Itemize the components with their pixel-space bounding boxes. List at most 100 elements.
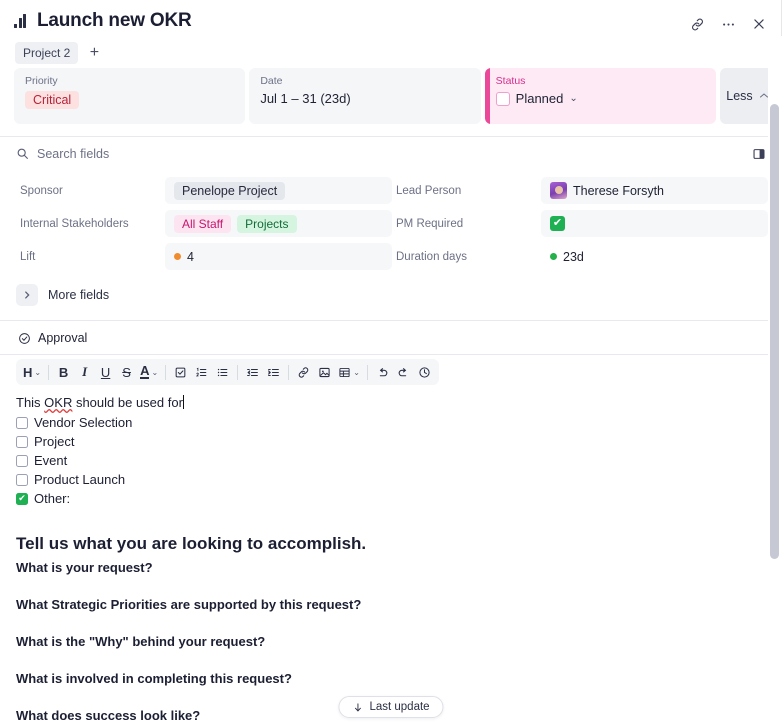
heading-label: H bbox=[23, 364, 33, 380]
search-input[interactable]: Search fields bbox=[16, 147, 748, 161]
pm-required-checkbox[interactable]: ✔ bbox=[550, 216, 565, 231]
chevron-down-icon[interactable]: ⌄ bbox=[569, 93, 578, 104]
chevron-right-icon bbox=[16, 284, 38, 306]
chevron-down-icon: ⌄ bbox=[34, 367, 42, 377]
checklist-label: Other: bbox=[34, 491, 71, 506]
tab-project-2[interactable]: Project 2 bbox=[15, 42, 79, 64]
collapse-summary-button[interactable]: Less bbox=[719, 68, 776, 124]
checklist-icon[interactable] bbox=[170, 361, 191, 383]
checklist-label: Project bbox=[34, 434, 75, 449]
header-divider bbox=[0, 136, 782, 137]
document-body[interactable]: This OKR should be used for Vendor Selec… bbox=[0, 385, 782, 723]
document-heading: Tell us what you are looking to accompli… bbox=[16, 534, 367, 553]
rich-text-editor: H ⌄ B I U S A ⌄ bbox=[0, 355, 782, 723]
indent-icon[interactable] bbox=[263, 361, 284, 383]
history-icon[interactable] bbox=[414, 361, 435, 383]
status-value: Planned bbox=[515, 91, 564, 106]
lift-value: 4 bbox=[187, 249, 194, 264]
checklist-item[interactable]: Vendor Selection bbox=[16, 413, 766, 432]
scrollbar-thumb[interactable] bbox=[770, 104, 779, 559]
priority-label: Priority bbox=[25, 75, 58, 87]
checklist-item[interactable]: Product Launch bbox=[16, 470, 766, 489]
field-label: PM Required bbox=[396, 217, 464, 230]
priority-value: Critical bbox=[25, 91, 234, 109]
underline-button[interactable]: U bbox=[95, 361, 116, 383]
summary-properties: Priority Critical Date Jul 1 – 31 (23d) … bbox=[0, 68, 782, 124]
undo-icon[interactable] bbox=[372, 361, 393, 383]
status-card[interactable]: Status Planned ⌄ bbox=[484, 68, 716, 124]
checkbox[interactable] bbox=[16, 435, 28, 448]
more-fields-button[interactable]: More fields bbox=[0, 273, 782, 306]
status-dot-orange-icon bbox=[174, 253, 181, 260]
field-value-lead-person[interactable]: Therese Forsyth bbox=[541, 177, 768, 204]
image-icon[interactable] bbox=[314, 361, 335, 383]
search-icon bbox=[17, 148, 28, 159]
text-color-button[interactable]: A ⌄ bbox=[137, 361, 161, 383]
approval-divider bbox=[0, 354, 782, 355]
last-update-button[interactable]: Last update bbox=[338, 696, 444, 718]
checkbox-checked[interactable]: ✔ bbox=[16, 492, 28, 505]
field-sponsor: Sponsor Penelope Project bbox=[16, 174, 392, 207]
document-question: What is your request? bbox=[16, 560, 153, 575]
checklist-label: Product Launch bbox=[34, 472, 126, 487]
sponsor-chip: Penelope Project bbox=[174, 181, 286, 200]
toolbar-group-indent bbox=[242, 361, 284, 383]
checklist-item[interactable]: Project bbox=[16, 432, 766, 451]
priority-chip: Critical bbox=[25, 91, 80, 109]
checklist-item[interactable]: Event bbox=[16, 451, 766, 470]
chevron-up-icon bbox=[759, 93, 768, 98]
field-value-pm-required[interactable]: ✔ bbox=[541, 210, 768, 237]
field-value-lift[interactable]: 4 bbox=[165, 243, 392, 270]
heading-dropdown[interactable]: H ⌄ bbox=[20, 361, 44, 383]
numbered-list-icon[interactable] bbox=[191, 361, 212, 383]
link-icon[interactable] bbox=[293, 361, 314, 383]
layout-panel-icon[interactable] bbox=[748, 143, 770, 165]
checkbox[interactable] bbox=[16, 454, 28, 467]
text-cursor bbox=[182, 395, 184, 409]
fields-grid: Sponsor Penelope Project Lead Person The… bbox=[0, 170, 782, 273]
add-tab-button[interactable]: + bbox=[89, 44, 100, 61]
checklist-item[interactable]: ✔ Other: bbox=[16, 489, 766, 508]
field-label: Sponsor bbox=[20, 184, 63, 197]
table-icon[interactable]: ⌄ bbox=[335, 361, 363, 383]
bold-button[interactable]: B bbox=[53, 361, 74, 383]
status-checkbox[interactable] bbox=[495, 91, 510, 106]
stakeholder-tag-all-staff: All Staff bbox=[174, 214, 232, 233]
scrollbar-track[interactable] bbox=[768, 36, 782, 725]
title-row: Launch new OKR bbox=[14, 10, 768, 32]
check-circle-icon bbox=[19, 332, 30, 344]
spellcheck-word: OKR bbox=[44, 395, 73, 410]
approval-section-header[interactable]: Approval bbox=[0, 321, 782, 354]
checkbox[interactable] bbox=[16, 416, 28, 429]
field-internal-stakeholders: Internal Stakeholders All Staff Projects bbox=[16, 207, 392, 240]
field-value-sponsor[interactable]: Penelope Project bbox=[165, 177, 392, 204]
window-header: Launch new OKR Project 2 + bbox=[0, 0, 782, 68]
checkbox[interactable] bbox=[16, 473, 28, 486]
field-value-stakeholders[interactable]: All Staff Projects bbox=[165, 210, 392, 237]
arrow-down-icon bbox=[354, 702, 361, 712]
field-label: Internal Stakeholders bbox=[20, 217, 129, 230]
status-label: Status bbox=[495, 75, 526, 87]
more-fields-label: More fields bbox=[48, 288, 110, 302]
editor-toolbar: H ⌄ B I U S A ⌄ bbox=[16, 359, 439, 385]
toolbar-separator bbox=[165, 364, 167, 380]
search-placeholder: Search fields bbox=[37, 146, 110, 161]
priority-card[interactable]: Priority Critical bbox=[14, 68, 246, 124]
date-card[interactable]: Date Jul 1 – 31 (23d) bbox=[249, 68, 481, 124]
chevron-down-icon: ⌄ bbox=[353, 367, 360, 377]
toolbar-separator bbox=[237, 364, 239, 380]
underline-label: U bbox=[100, 364, 111, 380]
outdent-icon[interactable] bbox=[242, 361, 263, 383]
chevron-down-icon: ⌄ bbox=[151, 367, 159, 377]
redo-icon[interactable] bbox=[393, 361, 414, 383]
more-options-icon[interactable] bbox=[715, 11, 741, 37]
strikethrough-button[interactable]: S bbox=[116, 361, 137, 383]
link-icon[interactable] bbox=[684, 11, 710, 37]
bullet-list-icon[interactable] bbox=[212, 361, 233, 383]
close-icon[interactable] bbox=[746, 11, 772, 37]
text-color-label: A bbox=[140, 363, 150, 379]
section-divider bbox=[0, 320, 782, 321]
field-row: Sponsor Penelope Project Lead Person The… bbox=[16, 174, 768, 207]
italic-button[interactable]: I bbox=[74, 361, 95, 383]
field-value-duration-days[interactable]: 23d bbox=[541, 243, 768, 270]
